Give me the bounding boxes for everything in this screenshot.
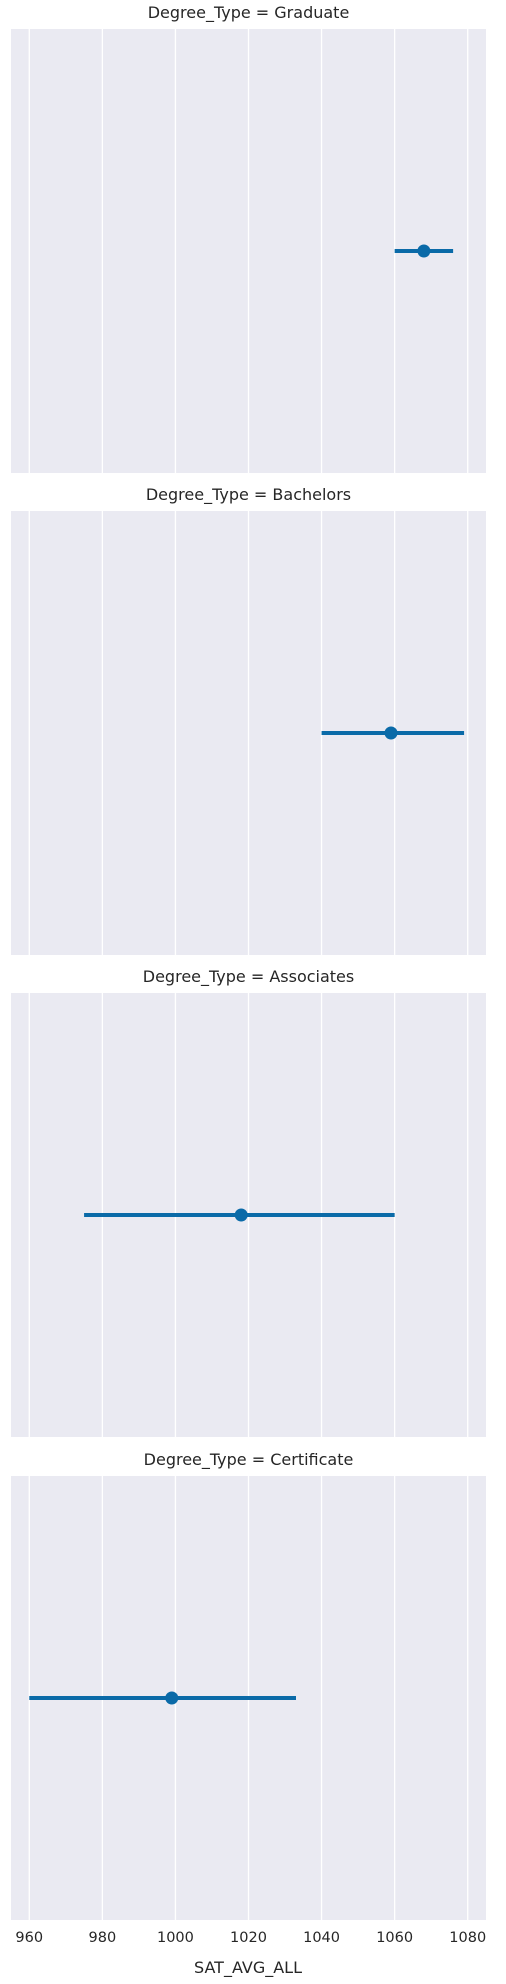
x-tick-label: 980 xyxy=(89,1930,117,1946)
x-tick-label: 960 xyxy=(15,1930,43,1946)
x-axis-label: SAT_AVG_ALL xyxy=(194,1958,302,1978)
mean-point xyxy=(165,1691,179,1705)
mean-point xyxy=(234,1208,248,1222)
x-tick-label: 1000 xyxy=(157,1930,194,1946)
facet-panel-certificate: Degree_Type = Certificate xyxy=(11,1450,486,1920)
x-tick-label: 1040 xyxy=(303,1930,340,1946)
facet-panel-associates: Degree_Type = Associates xyxy=(11,967,486,1437)
mean-point xyxy=(384,726,398,740)
x-axis-ticks: 960 980 1000 1020 1040 1060 1080 xyxy=(15,1930,486,1946)
facet-panel-bachelors: Degree_Type = Bachelors xyxy=(11,485,486,955)
x-tick-label: 1060 xyxy=(376,1930,413,1946)
facet-title: Degree_Type = Certificate xyxy=(144,1450,354,1470)
facet-panel-graduate: Degree_Type = Graduate xyxy=(11,3,486,473)
mean-point xyxy=(417,244,431,258)
facet-title: Degree_Type = Associates xyxy=(143,967,354,987)
facet-title: Degree_Type = Graduate xyxy=(148,3,350,23)
facet-title: Degree_Type = Bachelors xyxy=(146,485,351,505)
x-tick-label: 1080 xyxy=(449,1930,486,1946)
x-tick-label: 1020 xyxy=(230,1930,267,1946)
